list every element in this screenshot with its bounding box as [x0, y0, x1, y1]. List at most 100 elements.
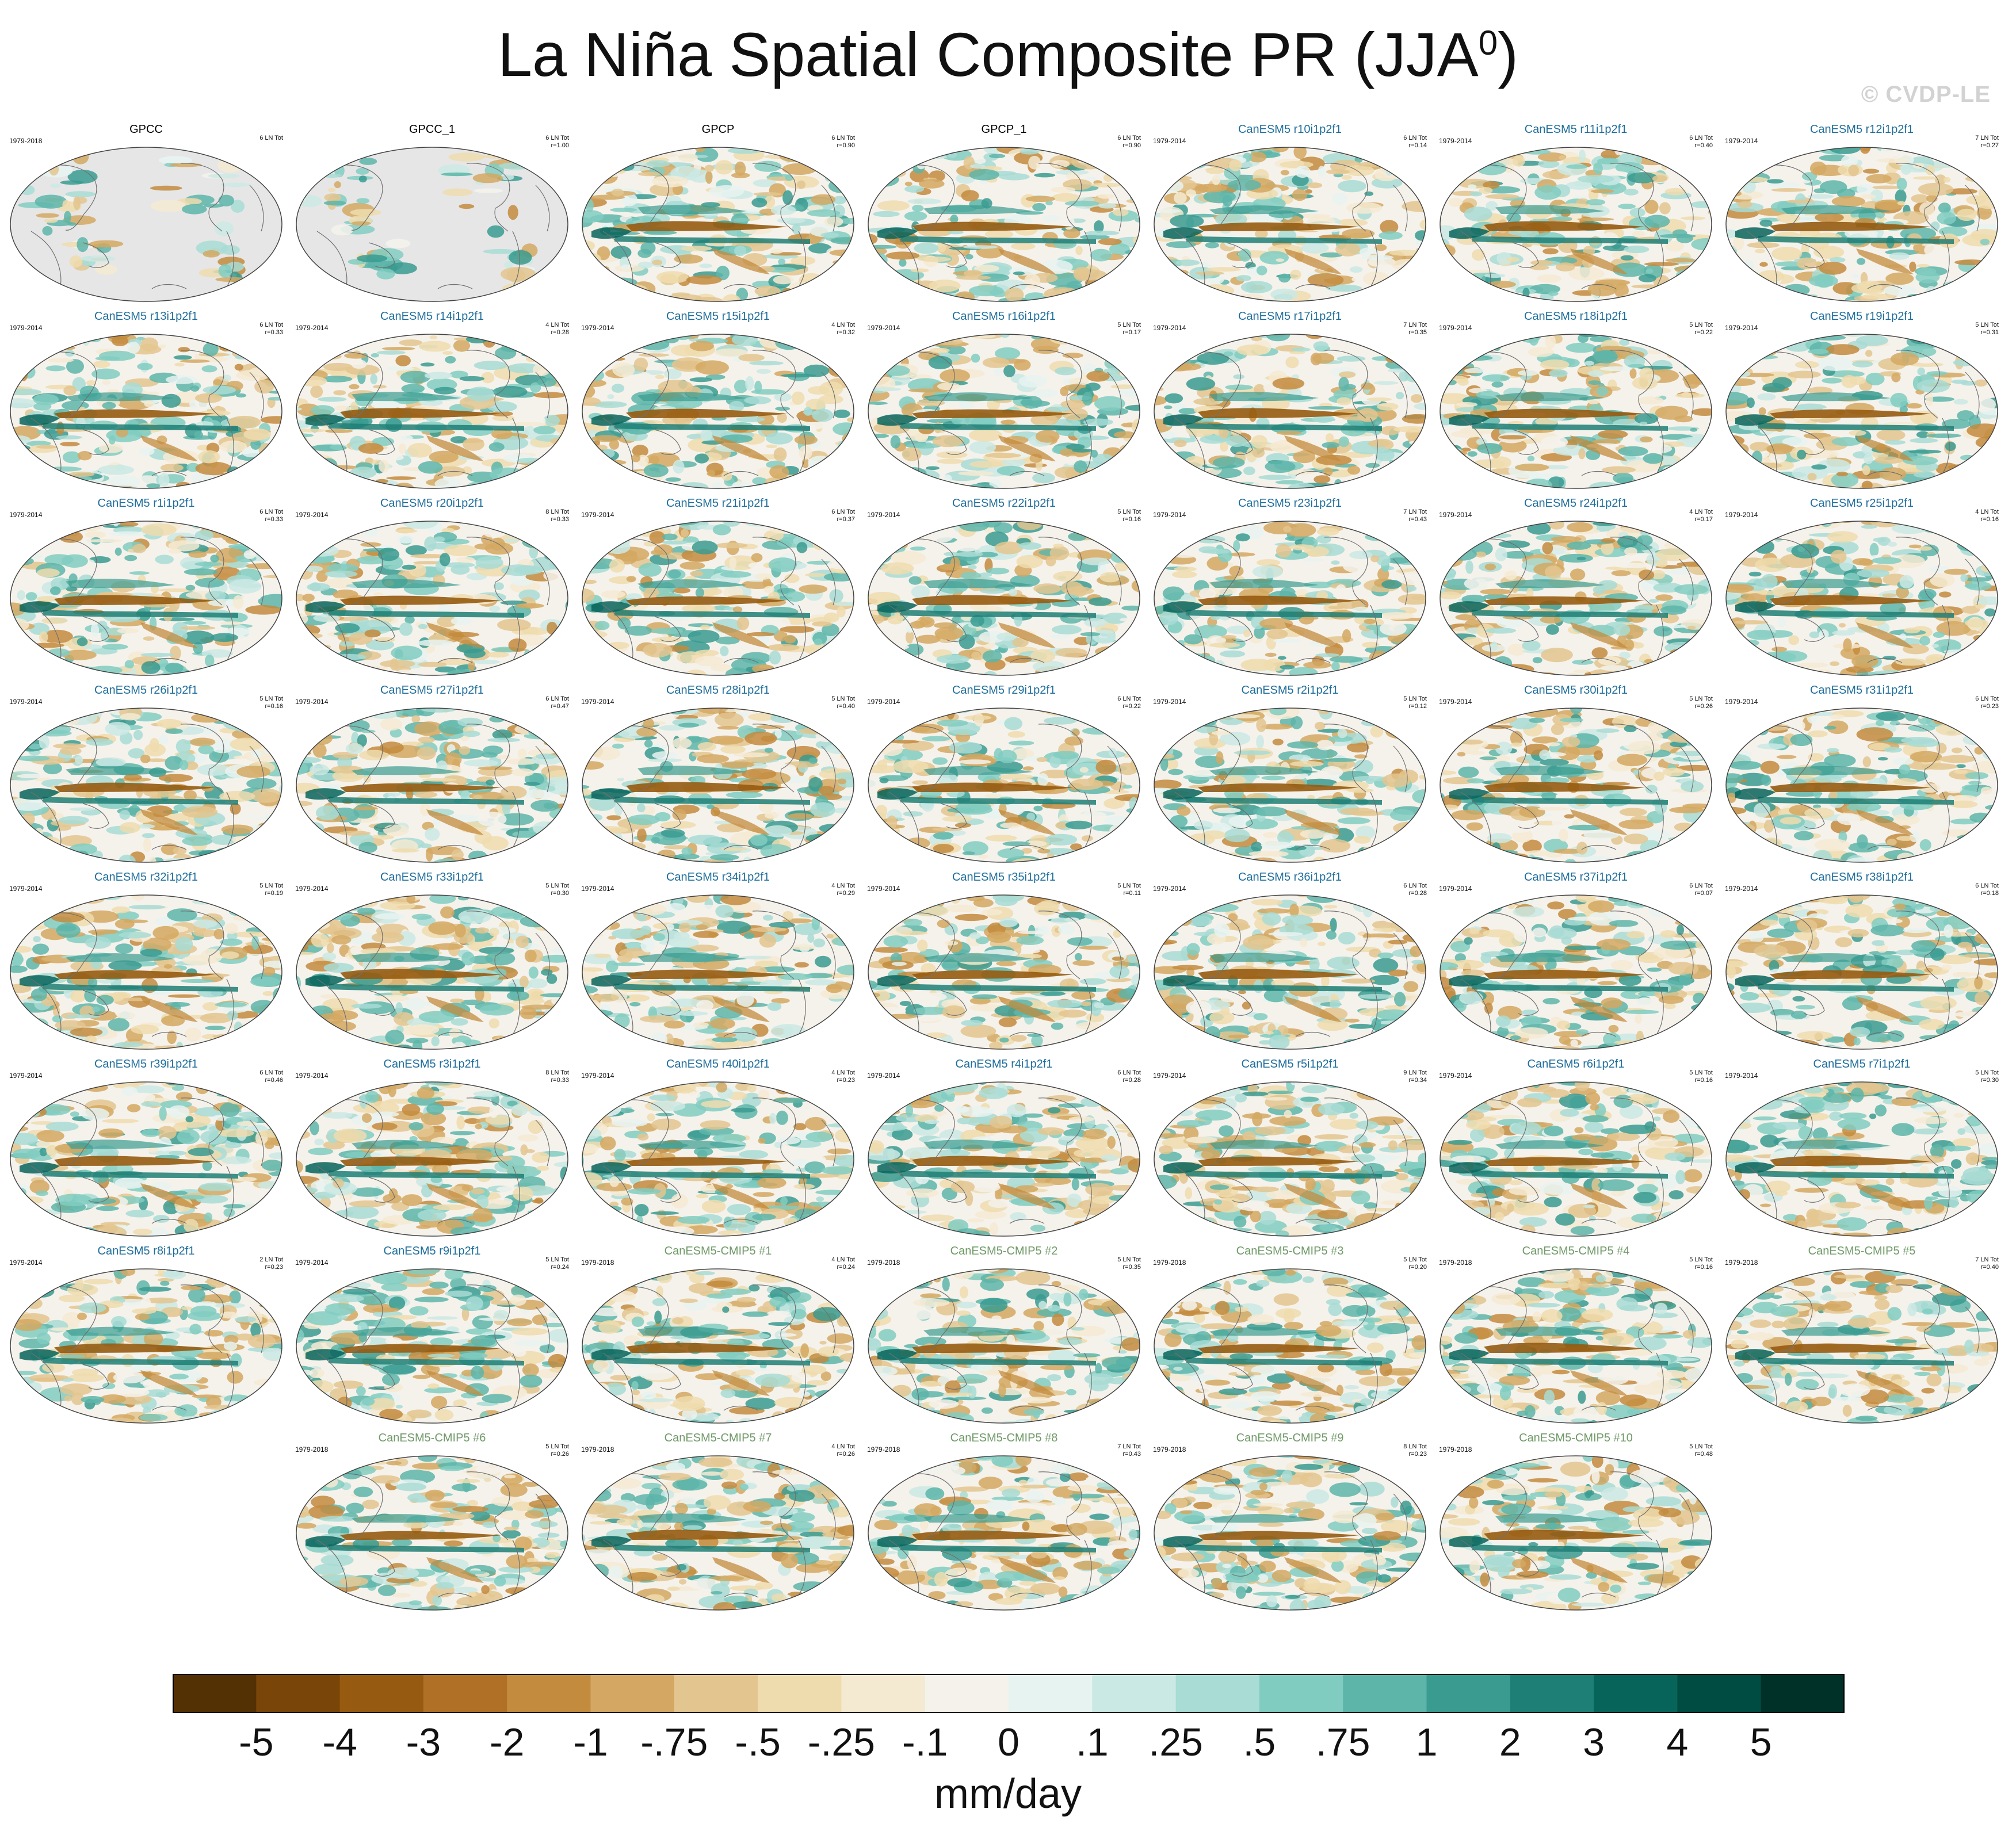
anomaly-blob [296, 398, 308, 406]
anomaly-blob [582, 437, 591, 450]
anomaly-blob [1075, 527, 1087, 531]
coastline [940, 242, 967, 268]
anomaly-blob [582, 162, 600, 173]
anomaly-blob [182, 630, 215, 645]
anomaly-blob [18, 659, 51, 670]
anomaly-blob [1213, 660, 1225, 674]
anomaly-blob [193, 641, 203, 654]
anomaly-blob [1916, 263, 1930, 268]
anomaly-blob [1131, 284, 1140, 297]
anomaly-blob [809, 531, 837, 537]
anomaly-blob [254, 334, 272, 344]
anomaly-blob [1759, 262, 1768, 267]
coastline [437, 471, 473, 476]
anomaly-blob [1634, 413, 1659, 425]
anomaly-blob [1464, 368, 1485, 374]
anomaly-blob [1899, 486, 1934, 488]
anomaly-blob [238, 334, 263, 339]
anomaly-blob [1320, 252, 1343, 258]
anomaly-blob [1020, 399, 1035, 406]
anomaly-blob [132, 544, 146, 553]
watermark: © CVDP-LE [1861, 82, 1991, 107]
coastline [654, 429, 681, 455]
figure-title: La Niña Spatial Composite PR (JJA0) [0, 17, 2016, 92]
anomaly-blob [1512, 155, 1525, 167]
anomaly-blob [582, 479, 597, 486]
panel-years: 1979-2014 [9, 511, 43, 519]
anomaly-blob [453, 339, 471, 352]
anomaly-blob [692, 540, 718, 554]
map-panel: GPCC 1979-2018 6 LN Tot [8, 122, 284, 306]
anomaly-blob [830, 475, 847, 484]
anomaly-blob [1461, 448, 1471, 452]
anomaly-blob [1114, 341, 1136, 354]
dry-anomaly-band [998, 435, 1056, 461]
robinson-map [296, 334, 568, 489]
anomaly-blob [1739, 286, 1774, 292]
anomaly-blob [868, 178, 881, 183]
wet-anomaly-band [1163, 227, 1204, 239]
anomaly-blob [1342, 629, 1351, 643]
anomaly-blob [331, 224, 353, 236]
panel-event-count: 6 LN Tot r=1.00 [545, 135, 569, 149]
anomaly-blob [1584, 361, 1594, 366]
anomaly-blob [218, 264, 232, 278]
anomaly-blob [918, 179, 945, 189]
anomaly-blob [722, 294, 741, 301]
anomaly-blob [442, 351, 453, 355]
anomaly-blob [1422, 166, 1426, 175]
dry-anomaly-band [140, 435, 198, 461]
coastline [249, 185, 264, 232]
anomaly-blob [1334, 479, 1342, 488]
anomaly-blob [772, 295, 800, 301]
anomaly-blob [1256, 265, 1267, 276]
anomaly-blob [649, 531, 666, 544]
anomaly-blob [600, 533, 621, 540]
anomaly-blob [621, 264, 631, 270]
anomaly-blob [1129, 626, 1140, 640]
panel-event-count: 5 LN Tot r=0.17 [1117, 322, 1141, 336]
anomaly-blob [16, 668, 29, 675]
map-panel: CanESM5 r24i1p2f1 1979-2014 4 LN Tot r=0.17 [1438, 496, 1714, 680]
coastline [1610, 350, 1654, 419]
anomaly-blob [686, 275, 722, 285]
anomaly-blob [1280, 664, 1295, 670]
anomaly-blob [873, 147, 881, 151]
wet-anomaly-band [1449, 227, 1490, 239]
anomaly-blob [1055, 366, 1076, 376]
anomaly-blob [114, 547, 122, 556]
anomaly-blob [296, 364, 322, 370]
anomaly-blob [1962, 234, 1996, 247]
anomaly-blob [418, 461, 443, 474]
anomaly-blob [1577, 217, 1614, 221]
anomaly-blob [165, 663, 184, 674]
anomaly-blob [1402, 455, 1426, 465]
anomaly-blob [1211, 616, 1220, 620]
anomaly-blob [1811, 464, 1827, 470]
anomaly-blob [1538, 160, 1560, 169]
anomaly-blob [541, 549, 552, 553]
anomaly-blob [1404, 167, 1426, 178]
anomaly-blob [762, 577, 772, 588]
anomaly-blob [829, 589, 843, 603]
anomaly-blob [1952, 294, 1974, 301]
panel-pattern-correlation: r=0.14 [1408, 142, 1427, 149]
anomaly-blob [1014, 359, 1031, 371]
anomaly-blob [1211, 481, 1238, 488]
wet-anomaly-band [1186, 423, 1382, 431]
anomaly-blob [905, 630, 914, 644]
anomaly-blob [1087, 674, 1105, 675]
anomaly-blob [978, 273, 1010, 282]
anomaly-blob [185, 584, 196, 591]
robinson-map [1154, 521, 1426, 676]
wet-anomaly-band [591, 414, 632, 426]
anomaly-blob [646, 669, 657, 675]
anomaly-blob [1129, 635, 1139, 644]
anomaly-blob [1819, 262, 1847, 275]
anomaly-blob [1163, 156, 1194, 167]
anomaly-blob [398, 443, 407, 454]
anomaly-blob [109, 531, 147, 537]
anomaly-blob [232, 526, 255, 540]
anomaly-blob [518, 346, 544, 360]
anomaly-blob [1001, 419, 1015, 425]
